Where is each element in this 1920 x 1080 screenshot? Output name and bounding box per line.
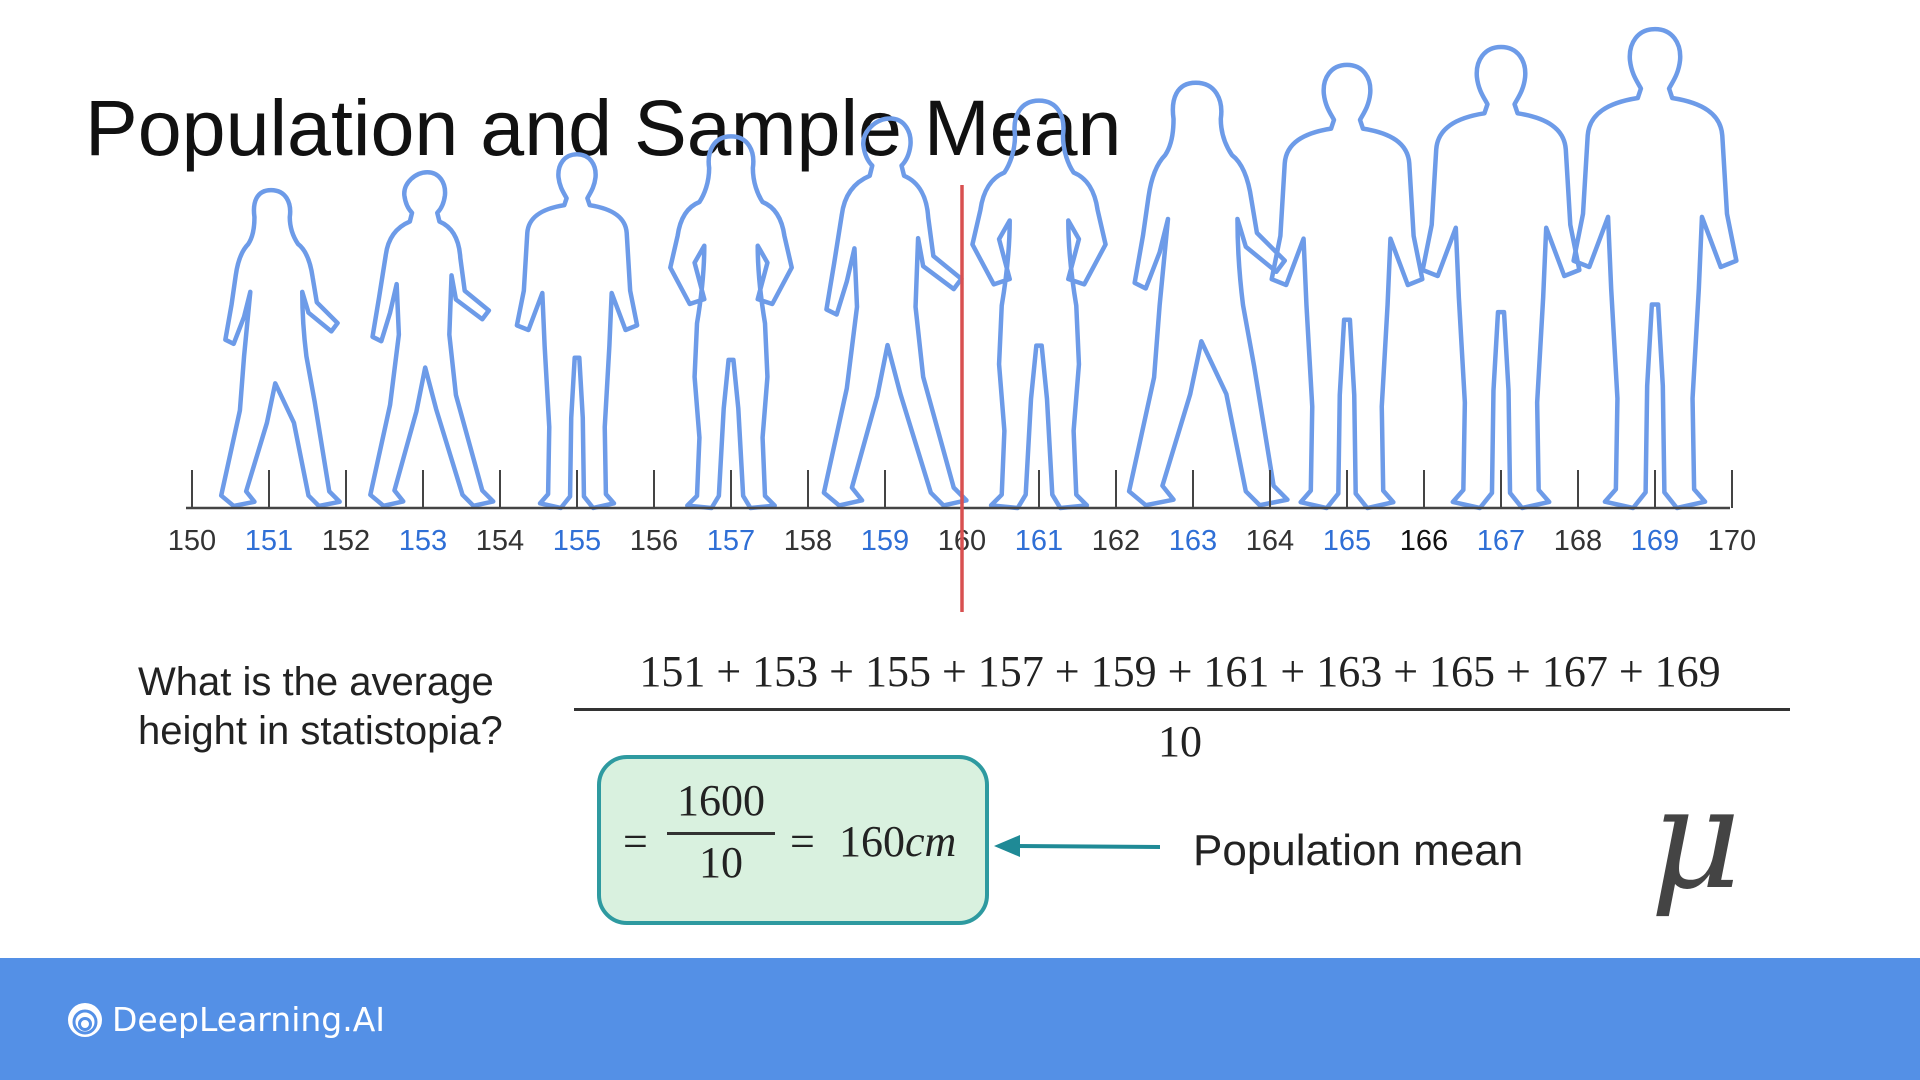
result-fraction-bar (667, 832, 775, 835)
people-layer (218, 26, 1739, 511)
logo-text: DeepLearning.AI (112, 1000, 386, 1039)
question-line-1: What is the average (138, 660, 494, 704)
person-standing-man-icon (1571, 26, 1739, 511)
tick-label: 156 (630, 525, 678, 557)
result-box: = 1600 10 = 160cm (597, 755, 989, 925)
result-fraction-denominator: 10 (699, 838, 743, 887)
formula-denominator: 10 (1158, 717, 1202, 766)
person-standing-man-icon (514, 152, 640, 511)
formula-numerator: 151 + 153 + 155 + 157 + 159 + 161 + 163 … (639, 647, 1721, 696)
tick-label: 167 (1477, 525, 1525, 557)
deeplearning-logo-icon (68, 1002, 102, 1037)
tick-label: 168 (1554, 525, 1602, 557)
footer-bar (0, 958, 1920, 1080)
question-line-2: height in statistopia? (138, 709, 503, 753)
person-walking-man-icon (821, 116, 969, 508)
person-standing-woman-icon (668, 134, 794, 511)
question-text: What is the average height in statistopi… (138, 658, 503, 756)
person-walking-man-icon (368, 169, 496, 509)
result-fraction-numerator: 1600 (677, 776, 765, 825)
result-fraction: 1600 10 (667, 775, 775, 888)
mu-symbol: μ (1650, 758, 1741, 921)
arrow-icon (994, 835, 1161, 857)
result-equals-2: = (790, 817, 815, 866)
tick-label: 159 (861, 525, 909, 557)
tick-label: 155 (553, 525, 601, 557)
person-standing-man-icon (1420, 44, 1582, 511)
formula-fraction-bar (574, 708, 1790, 711)
tick-label: 164 (1246, 525, 1294, 557)
tick-labels: 150 151 152 153 154 155 156 157 158 159 160 161 162 1… (168, 525, 1756, 557)
person-standing-man-icon (1269, 62, 1425, 511)
person-walking-woman-icon (1126, 80, 1290, 508)
tick-label: 170 (1708, 525, 1756, 557)
person-walking-woman-icon (218, 187, 342, 509)
tick-label: 163 (1169, 525, 1217, 557)
tick-label: 162 (1092, 525, 1140, 557)
population-mean-label: Population mean (1193, 826, 1524, 875)
deeplearning-logo: DeepLearning.AI (66, 1000, 385, 1039)
tick-label: 151 (245, 525, 293, 557)
slide-title: Population and Sample Mean (85, 83, 1122, 172)
tick-label: 161 (1015, 525, 1063, 557)
tick-label: 152 (322, 525, 370, 557)
tick-label: 166 (1400, 525, 1448, 557)
tick-label: 153 (399, 525, 447, 557)
tick-label: 157 (707, 525, 755, 557)
tick-label: 158 (784, 525, 832, 557)
tick-label: 169 (1631, 525, 1679, 557)
result-equals-1: = (623, 817, 648, 866)
tick-label: 154 (476, 525, 524, 557)
person-standing-woman-icon (970, 98, 1108, 511)
tick-label: 150 (168, 525, 216, 557)
result-number: 160 (839, 817, 905, 866)
tick-label: 165 (1323, 525, 1371, 557)
result-unit: cm (905, 817, 957, 866)
result-value: 160cm (839, 816, 956, 867)
